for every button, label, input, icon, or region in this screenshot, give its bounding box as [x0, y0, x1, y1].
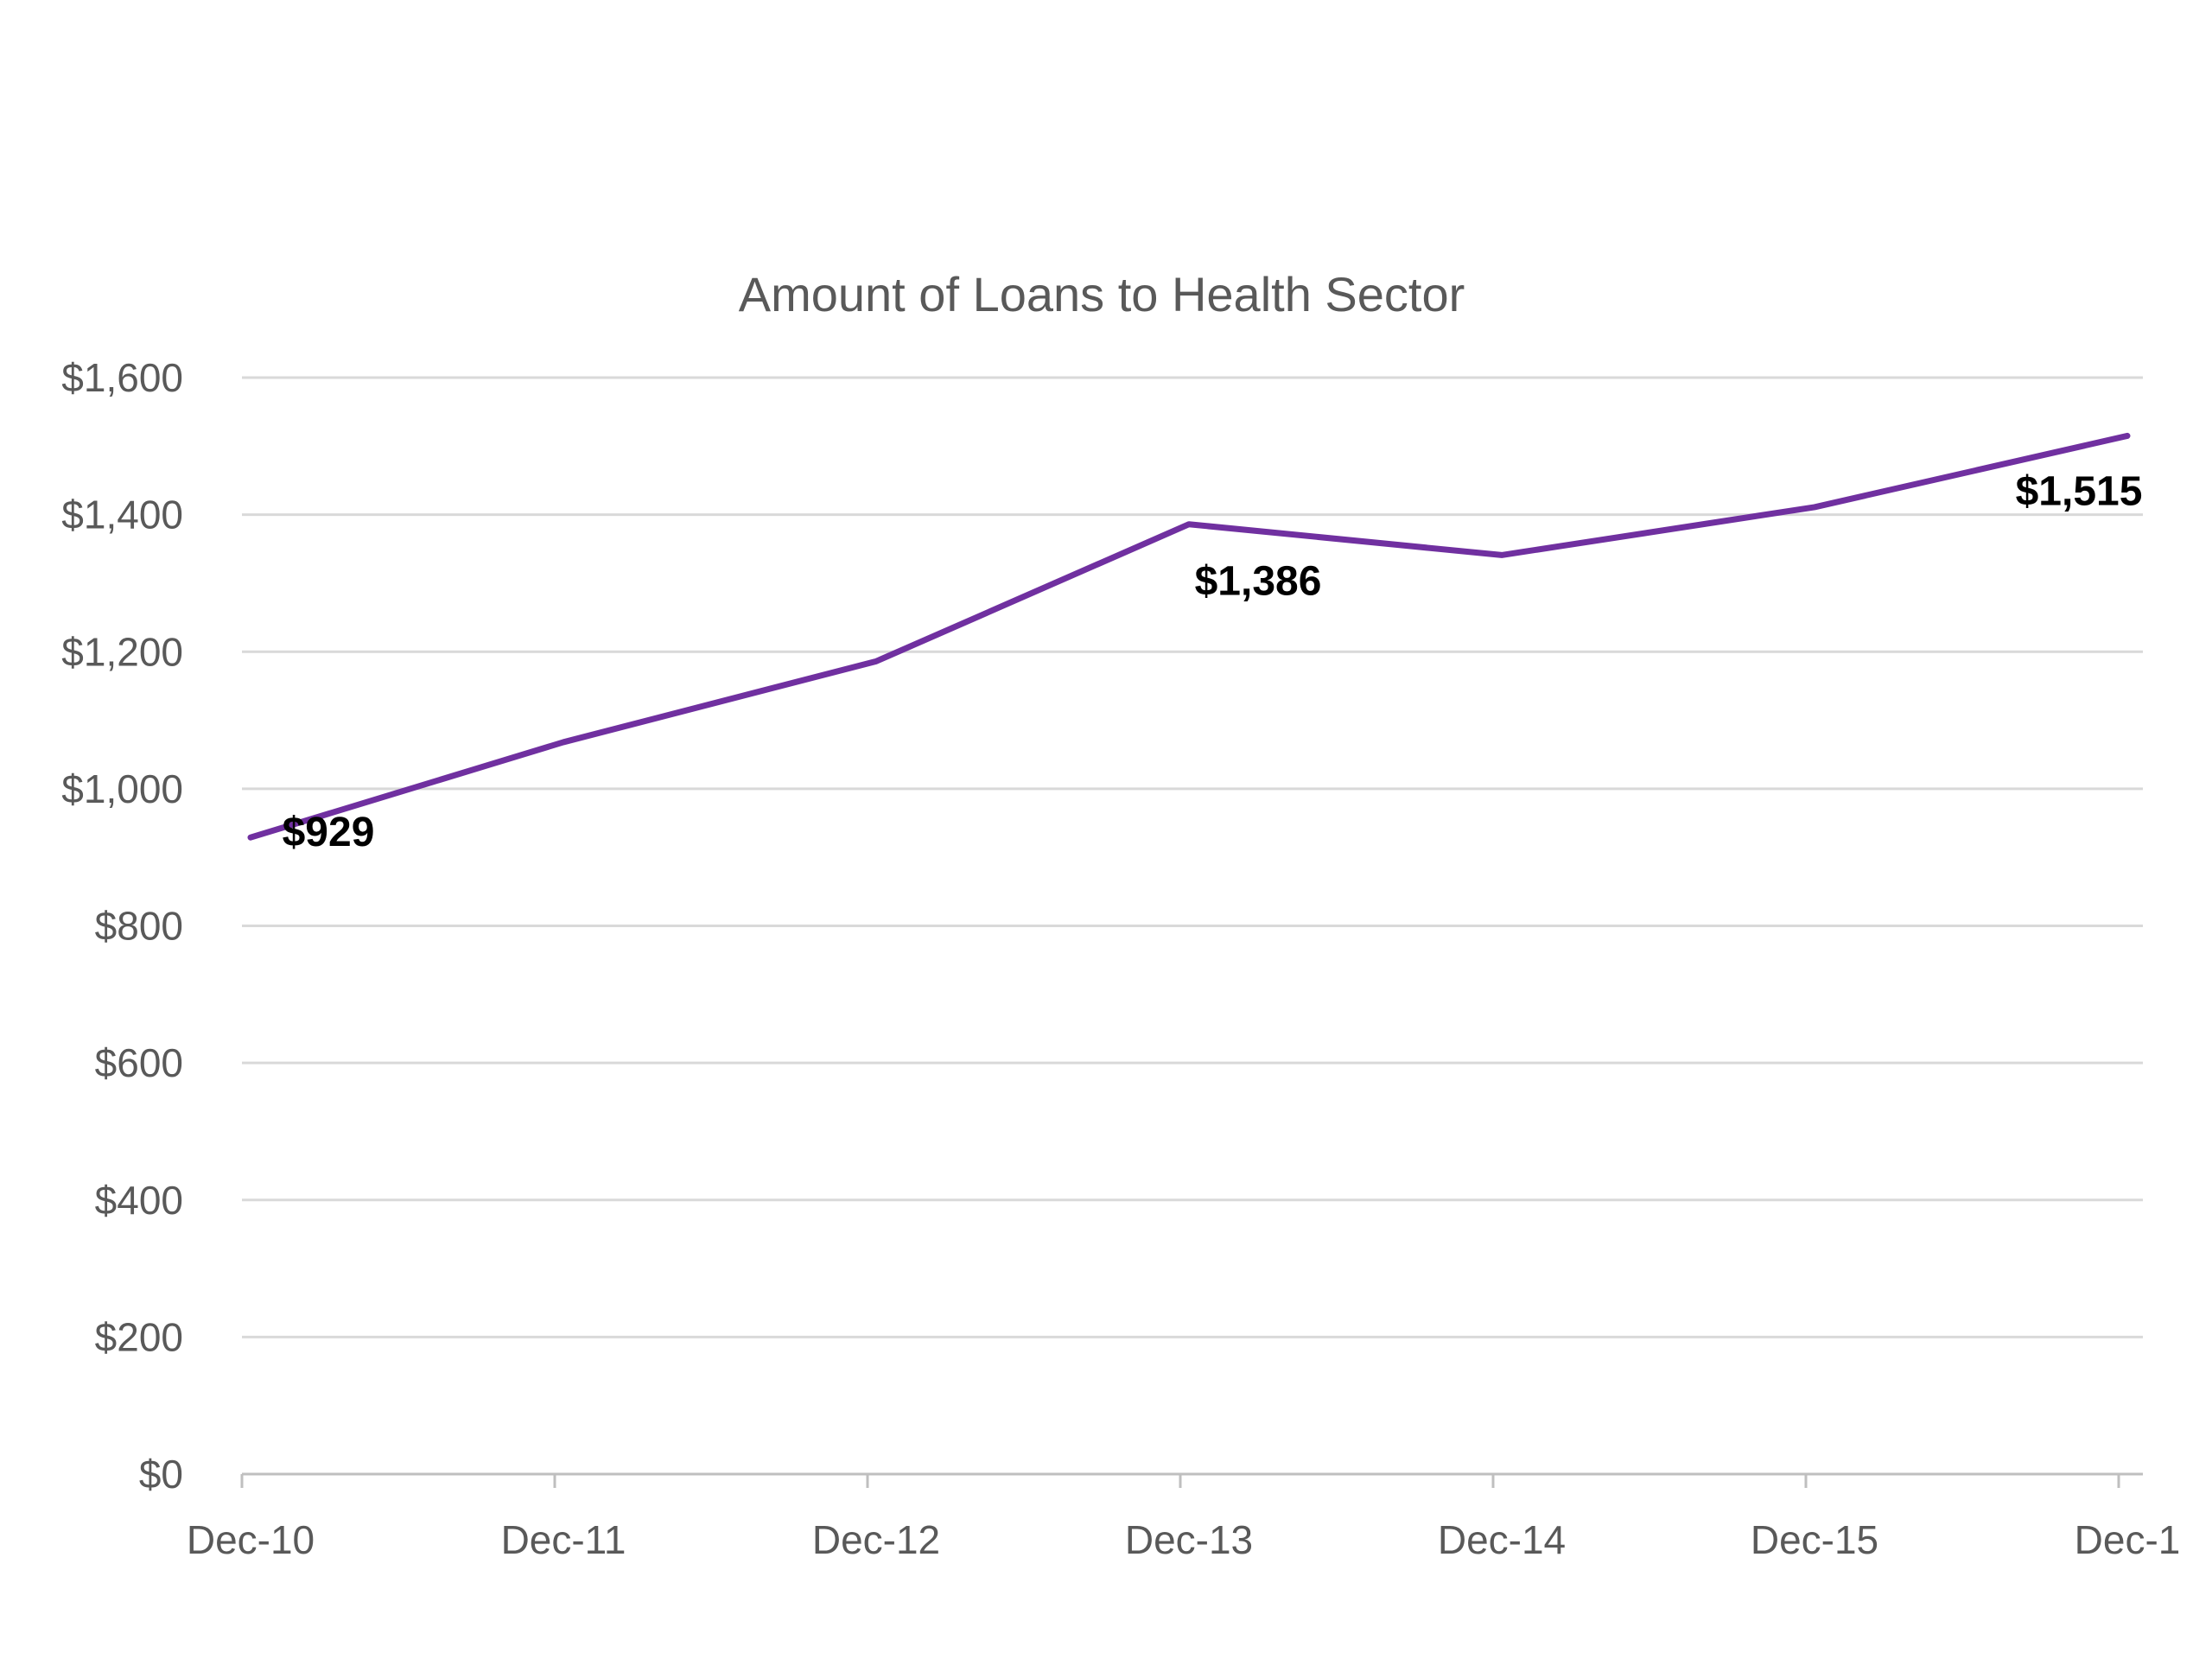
data-point — [2125, 433, 2130, 439]
axes — [240, 1472, 2143, 1488]
x-tick-label: Dec-1 — [2075, 1517, 2181, 1562]
data-point — [561, 739, 566, 745]
y-tick-label: $1,600 — [61, 355, 183, 400]
x-tick-label: Dec-14 — [1438, 1517, 1566, 1562]
x-tick-label: Dec-12 — [812, 1517, 940, 1562]
y-tick-label: $1,000 — [61, 766, 183, 811]
y-tick-label: $600 — [95, 1040, 183, 1085]
y-axis-ticks: $0 $200 $400 $600 $800 $1,000 $1,200 $1,400 $1,6… — [61, 355, 183, 1497]
x-tick-label: Dec-13 — [1125, 1517, 1253, 1562]
data-label: $1,515 — [2016, 468, 2143, 514]
x-axis-ticks: Dec-10 Dec-11 Dec-12 Dec-13 Dec-14 Dec-15 Dec-… — [187, 1517, 2181, 1562]
data-labels: $929 $1,386 $1,515 — [283, 468, 2143, 855]
data-point — [874, 658, 879, 664]
x-tick-label: Dec-11 — [501, 1517, 626, 1562]
data-point — [1186, 521, 1192, 527]
data-label: $1,386 — [1195, 559, 1322, 605]
y-tick-label: $1,400 — [61, 493, 183, 537]
x-tick-label: Dec-10 — [187, 1517, 315, 1562]
y-tick-label: $400 — [95, 1178, 183, 1223]
x-tick-label: Dec-15 — [1751, 1517, 1878, 1562]
data-label: $929 — [283, 810, 375, 855]
y-tick-label: $800 — [95, 904, 183, 949]
y-tick-label: $0 — [139, 1452, 183, 1497]
series-line — [247, 432, 2131, 841]
series-group — [247, 432, 2131, 841]
chart-title: Amount of Loans to Health Sector — [739, 267, 1465, 321]
y-tick-label: $200 — [95, 1314, 183, 1359]
data-point — [248, 835, 253, 841]
gridlines — [242, 376, 2143, 1338]
data-point — [1499, 552, 1504, 558]
y-tick-label: $1,200 — [61, 629, 183, 674]
data-point — [1812, 504, 1817, 510]
